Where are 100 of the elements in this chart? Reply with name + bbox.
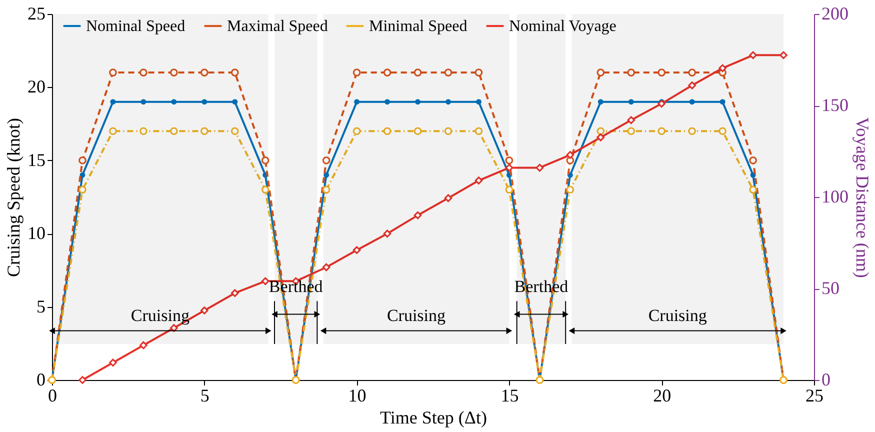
point [322,156,330,164]
legend-label: Maximal Speed [227,18,328,35]
point [689,99,695,105]
y-tick-label: 0 [36,370,46,390]
point [749,156,757,164]
point [78,156,86,164]
y2-axis-title: Voyage Distance (nm) [852,117,872,278]
point [566,151,574,159]
point [170,127,178,136]
point [720,99,726,105]
x-axis-title: Time Step (Δt) [380,408,487,428]
point [658,100,666,108]
point [140,99,146,105]
point [230,68,239,76]
point [474,68,483,76]
point [566,186,574,194]
point [628,99,634,105]
x-tick-label: 10 [348,386,366,406]
point [383,68,392,76]
y-axis-title: Cruising Speed (knot) [4,118,24,277]
point [352,127,361,136]
point [444,127,452,136]
point [505,186,514,194]
point [109,358,117,367]
y-tick-label: 15 [28,150,46,170]
point [688,68,696,76]
point [718,127,726,136]
point [414,127,422,136]
legend-label: Nominal Voyage [509,18,616,35]
point [444,68,452,76]
y-tick-label: 10 [28,223,46,244]
point [414,211,422,220]
point [627,127,636,136]
band-label: Cruising [648,306,708,325]
point [170,68,178,76]
y2-tick-label: 0 [822,370,830,390]
point [505,164,514,172]
point [230,127,239,136]
point [171,99,177,105]
point [230,289,239,297]
x-tick-label: 25 [806,386,824,406]
point [232,99,238,105]
point [596,127,605,136]
point [140,68,148,76]
point [110,99,116,105]
point [202,99,208,105]
y2-tick-label: 150 [822,95,848,115]
point [446,99,451,105]
y2-tick-label: 100 [822,186,848,206]
point [658,68,666,76]
point [444,194,452,202]
point [627,68,636,76]
point [322,263,330,272]
point [383,230,392,238]
y-tick-label: 25 [28,4,46,24]
point [352,68,361,76]
point [200,306,208,314]
point [352,246,361,254]
point [474,176,483,184]
point [688,81,696,90]
point [109,68,117,76]
point [383,127,392,136]
point [476,99,482,105]
point [474,127,483,136]
point [658,127,666,136]
point [384,99,390,105]
band-label: Cruising [386,306,446,325]
y-tick-label: 20 [28,76,46,97]
point [322,186,330,194]
point [596,133,605,142]
point [415,99,420,105]
y2-tick-label: 200 [822,4,848,24]
x-tick-label: 15 [500,386,519,406]
point [749,186,757,194]
point [354,99,360,105]
point [78,376,86,384]
point [261,156,270,164]
y-tick-label: 5 [36,296,46,316]
point [596,68,605,76]
point [78,186,86,194]
point [688,127,696,136]
point [627,116,636,124]
point [598,99,604,105]
point [140,127,148,136]
point [718,64,726,72]
legend-label: Minimal Speed [369,18,468,35]
point [780,51,788,60]
point [324,172,330,178]
point [536,164,544,172]
legend-label: Nominal Speed [86,18,186,35]
point [261,186,270,194]
point [505,156,514,164]
point [109,127,117,136]
band-label: Cruising [130,306,190,325]
x-tick-label: 5 [200,386,210,406]
point [261,277,270,286]
point [414,68,422,76]
y2-tick-label: 50 [822,278,840,298]
x-tick-label: 20 [653,386,672,406]
point [200,68,208,76]
